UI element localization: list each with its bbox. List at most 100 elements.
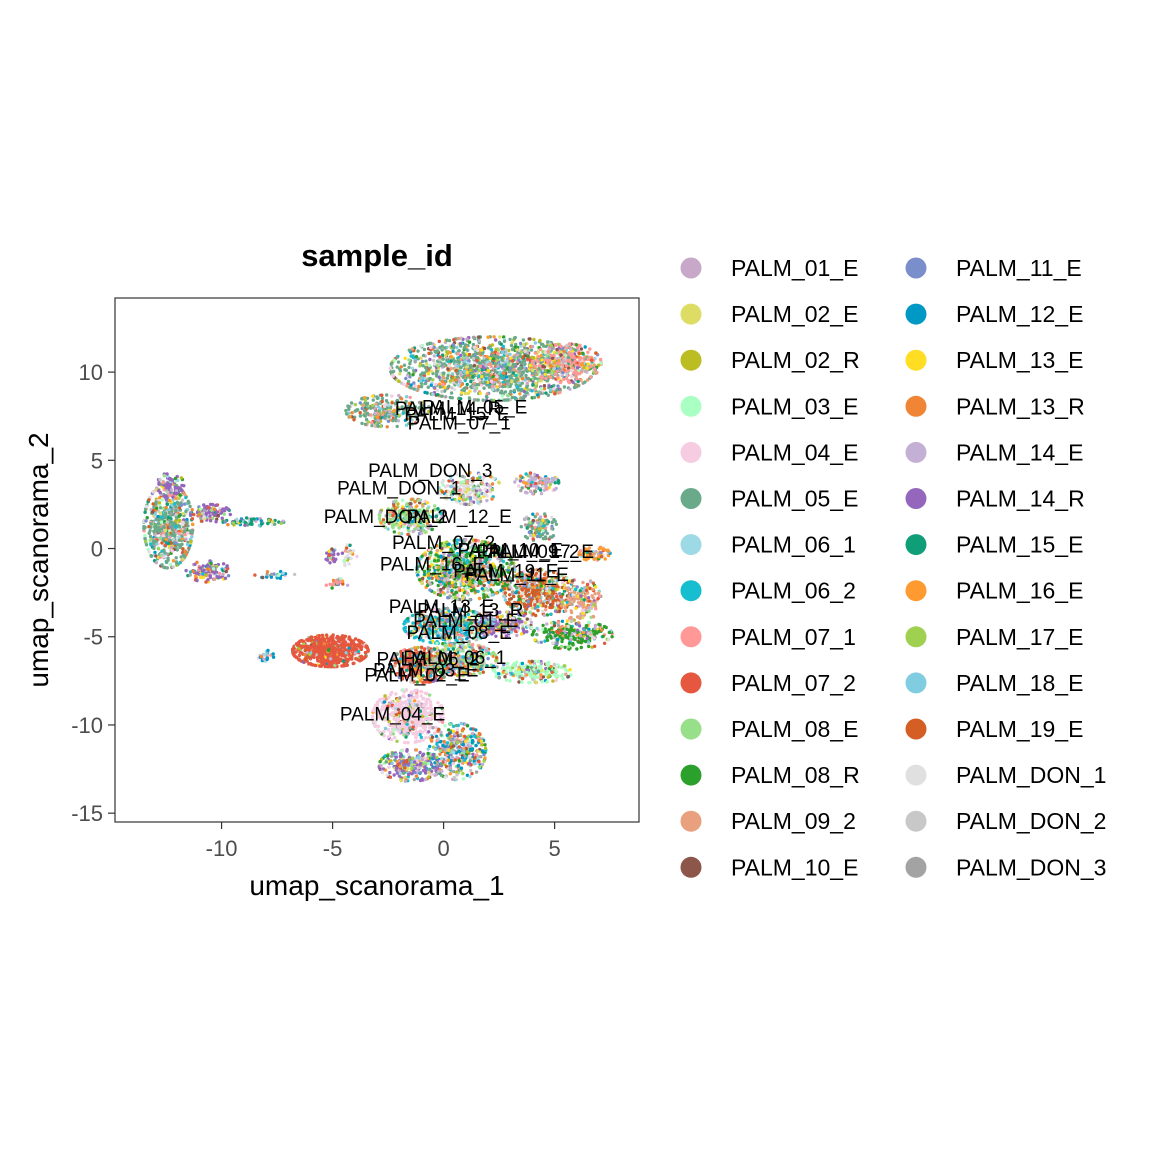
scatter-point [495, 375, 499, 379]
scatter-point [451, 349, 455, 353]
scatter-point [530, 355, 534, 359]
scatter-point [489, 379, 494, 383]
scatter-point [173, 534, 177, 538]
scatter-point [261, 575, 265, 580]
scatter-point [411, 373, 415, 377]
scatter-point [365, 402, 369, 406]
scatter-point [485, 498, 489, 503]
scatter-point [530, 526, 535, 530]
scatter-point [181, 512, 185, 516]
scatter-point [215, 510, 219, 514]
scatter-point [531, 368, 535, 373]
scatter-point [461, 375, 465, 379]
scatter-point [478, 364, 482, 368]
scatter-point [476, 501, 480, 505]
scatter-point [176, 501, 180, 506]
scatter-point [171, 565, 175, 569]
scatter-point [266, 521, 270, 526]
scatter-point [199, 507, 203, 511]
scatter-point [542, 524, 546, 528]
scatter-point [546, 340, 550, 344]
scatter-point [593, 367, 597, 371]
scatter-point [575, 366, 580, 370]
scatter-point [419, 373, 423, 377]
scatter-point [447, 364, 451, 368]
scatter-point [205, 563, 210, 567]
scatter-point [573, 369, 578, 373]
scatter-point [473, 388, 477, 392]
scatter-point [508, 384, 512, 389]
scatter-point [541, 518, 545, 523]
scatter-point [168, 476, 172, 481]
scatter-point [471, 487, 475, 491]
scatter-point [510, 395, 514, 400]
scatter-point [151, 502, 155, 506]
scatter-point [196, 513, 201, 518]
scatter-point [385, 425, 389, 429]
scatter-point [565, 373, 569, 377]
scatter-point [544, 608, 548, 612]
scatter-point [442, 376, 446, 380]
scatter-point [522, 389, 526, 393]
scatter-point [508, 352, 512, 356]
scatter-point [202, 503, 206, 507]
scatter-point [376, 418, 381, 423]
scatter-point [525, 351, 530, 356]
scatter-point [402, 363, 407, 367]
scatter-point [531, 383, 535, 387]
scatter-point [441, 371, 446, 375]
scatter-point [143, 525, 147, 530]
scatter-point [541, 529, 545, 533]
scatter-point [434, 350, 438, 354]
scatter-point [207, 510, 211, 515]
scatter-point [375, 415, 379, 419]
scatter-point [167, 507, 171, 512]
scatter-point [349, 556, 353, 561]
scatter-point [437, 339, 441, 344]
scatter-point [500, 358, 504, 362]
scatter-point [582, 366, 586, 370]
scatter-point [397, 393, 401, 398]
scatter-point [432, 591, 437, 595]
scatter-point [557, 359, 561, 363]
scatter-point [395, 424, 399, 429]
scatter-point [154, 500, 158, 504]
scatter-point [534, 530, 539, 535]
scatter-point [461, 351, 465, 355]
scatter-point [554, 389, 558, 393]
scatter-point [537, 367, 541, 371]
scatter-point [189, 513, 193, 517]
scatter-point [353, 402, 358, 407]
scatter-point [480, 374, 484, 379]
scatter-point [386, 403, 391, 408]
scatter-point [406, 373, 410, 377]
scatter-point [425, 342, 430, 346]
scatter-point [265, 652, 269, 656]
scatter-point [363, 398, 368, 403]
scatter-point [498, 370, 502, 374]
scatter-point [387, 415, 391, 419]
scatter-point [530, 389, 534, 393]
scatter-point [429, 345, 433, 350]
scatter-point [424, 359, 428, 363]
scatter-point [226, 574, 231, 578]
scatter-point [168, 562, 173, 567]
scatter-point [475, 351, 480, 356]
scatter-point [525, 382, 529, 386]
scatter-point [455, 345, 459, 350]
scatter-point [523, 349, 527, 353]
scatter-point [360, 397, 364, 401]
scatter-point [548, 347, 552, 351]
scatter-point [451, 346, 456, 350]
scatter-point [507, 374, 512, 379]
scatter-point [523, 523, 528, 527]
scatter-point [542, 387, 547, 391]
scatter-point [523, 517, 527, 521]
scatter-point [446, 577, 450, 581]
scatter-point [549, 343, 553, 348]
scatter-point [362, 409, 367, 413]
scatter-point [568, 387, 572, 391]
scatter-point [459, 370, 463, 375]
scatter-point [411, 355, 416, 360]
scatter-point [177, 535, 181, 539]
